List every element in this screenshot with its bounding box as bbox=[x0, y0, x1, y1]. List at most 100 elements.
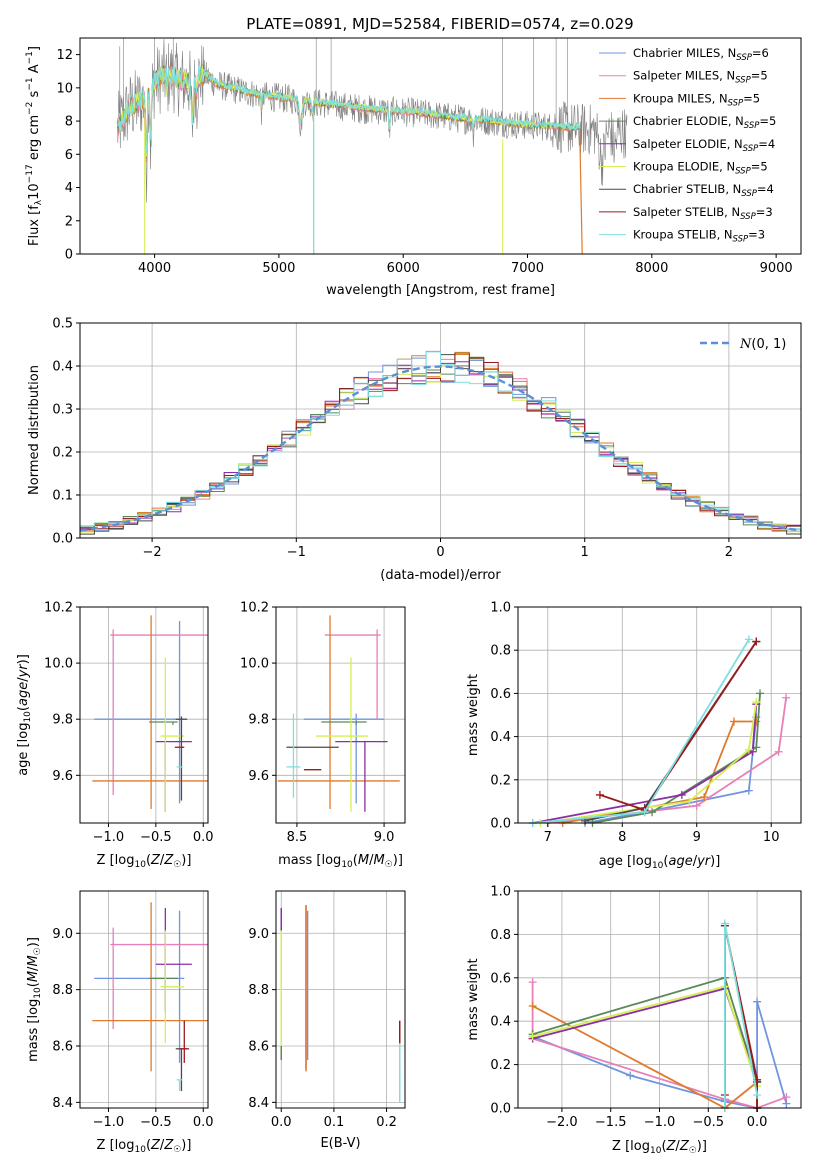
x-axis-label: Z [log10(Z/Z☉)] bbox=[97, 853, 192, 870]
y-tick-label: 1.0 bbox=[490, 885, 511, 900]
y-tick-label: 8.4 bbox=[248, 1096, 269, 1111]
weight-marker bbox=[685, 797, 694, 806]
y-tick-label: 8.8 bbox=[248, 983, 269, 998]
x-axis-label: age [log10(age/yr)] bbox=[599, 854, 721, 871]
x-tick-label: 9 bbox=[693, 830, 701, 845]
weight-line-kroupa-elodie bbox=[540, 701, 758, 824]
axes-frame bbox=[275, 890, 406, 1109]
y-tick-label: 10.2 bbox=[240, 601, 269, 616]
x-tick-label: 1 bbox=[581, 545, 589, 560]
y-tick-label: 9.8 bbox=[248, 713, 269, 728]
x-tick-label: −0.5 bbox=[140, 830, 172, 845]
weight-line-kroupa-elodie bbox=[532, 985, 758, 1108]
model-spectrum-kroupa-elodie bbox=[116, 65, 581, 157]
axes-frame bbox=[79, 890, 209, 1109]
y-tick-label: 8.6 bbox=[52, 1040, 73, 1055]
mass-weight-vs-Z-panel: −2.0 −1.5 −1.0 −0.5 0.0 0.0 0.2 0.4 0.6 0.8 1.0 Z [… bbox=[466, 885, 802, 1156]
legend-entry: Salpeter ELODIE, NSSP=4 bbox=[633, 137, 775, 154]
y-axis-label: mass weight bbox=[466, 958, 481, 1040]
legend-entry: Salpeter MILES, NSSP=5 bbox=[633, 69, 768, 86]
y-tick-label: 10.2 bbox=[44, 601, 73, 616]
x-tick-label: 9.0 bbox=[374, 830, 395, 845]
legend-entry: Chabrier STELIB, NSSP=4 bbox=[633, 182, 774, 199]
y-tick-label: 9.6 bbox=[52, 769, 73, 784]
mass-vs-ebv-panel: 0.0 0.1 0.2 8.4 8.6 8.8 9.0 E(B-V) bbox=[248, 890, 406, 1151]
y-tick-label: 0.2 bbox=[490, 1058, 511, 1073]
legend-entry: Kroupa STELIB, NSSP=3 bbox=[633, 228, 765, 245]
x-tick-label: −1 bbox=[287, 545, 306, 560]
x-tick-label: −1.0 bbox=[93, 830, 125, 845]
x-tick-label: −1.0 bbox=[93, 1115, 125, 1130]
x-tick-label: 6000 bbox=[387, 261, 420, 276]
y-tick-label: 0.2 bbox=[52, 446, 73, 461]
x-axis-label: mass [log10(M/M☉)] bbox=[278, 853, 403, 870]
model-spectrum-kroupa-stelib bbox=[116, 66, 581, 154]
age-vs-mass-panel: 8.5 9.0 9.6 9.8 10.0 10.2 mass [log10(M/M☉)] bbox=[240, 601, 406, 870]
x-tick-label: 0.0 bbox=[193, 1115, 214, 1130]
y-tick-label: 8.6 bbox=[248, 1040, 269, 1055]
y-tick-label: 9.0 bbox=[52, 927, 73, 942]
y-tick-label: 0.6 bbox=[490, 971, 511, 986]
x-tick-label: 2 bbox=[725, 545, 733, 560]
x-tick-label: 7 bbox=[544, 830, 552, 845]
y-tick-label: 8.8 bbox=[52, 983, 73, 998]
legend-entry: Kroupa ELODIE, NSSP=5 bbox=[633, 160, 768, 177]
y-axis-label: mass [log10(M/M☉)] bbox=[26, 937, 43, 1062]
weight-marker bbox=[528, 1002, 537, 1011]
x-tick-label: −0.5 bbox=[140, 1115, 172, 1130]
y-tick-label: 0.8 bbox=[490, 928, 511, 943]
y-tick-label: 9.0 bbox=[248, 927, 269, 942]
y-tick-label: 0.0 bbox=[52, 532, 73, 547]
x-tick-label: 4000 bbox=[138, 261, 171, 276]
y-tick-label: 10 bbox=[56, 81, 73, 96]
weight-marker bbox=[528, 978, 537, 987]
weight-marker bbox=[744, 745, 753, 754]
weight-line-chabrier-elodie bbox=[532, 976, 758, 1108]
y-tick-label: 0 bbox=[65, 248, 73, 263]
legend-entry: Kroupa MILES, NSSP=5 bbox=[633, 91, 760, 108]
x-axis-label: Z [log10(Z/Z☉)] bbox=[612, 1139, 707, 1156]
y-tick-label: 0.3 bbox=[52, 403, 73, 418]
x-tick-label: 8000 bbox=[635, 261, 668, 276]
weight-marker bbox=[756, 689, 765, 698]
weight-marker bbox=[729, 717, 738, 726]
weight-marker bbox=[720, 919, 729, 928]
y-tick-label: 0.6 bbox=[490, 687, 511, 702]
y-tick-label: 6 bbox=[65, 148, 73, 163]
y-axis-label: age [log10(age/yr)] bbox=[16, 654, 33, 776]
legend-entry: Chabrier ELODIE, NSSP=5 bbox=[633, 114, 776, 131]
axes-frame bbox=[79, 606, 209, 824]
y-tick-label: 0.4 bbox=[490, 730, 511, 745]
y-tick-label: 0.2 bbox=[490, 773, 511, 788]
weight-line-kroupa-stelib bbox=[724, 923, 758, 1108]
legend-entry: Salpeter STELIB, NSSP=3 bbox=[633, 205, 773, 222]
weight-marker bbox=[782, 1093, 791, 1102]
x-tick-label: 0 bbox=[436, 545, 444, 560]
y-tick-label: 0.5 bbox=[52, 317, 73, 332]
x-tick-label: −2.0 bbox=[546, 1115, 578, 1130]
x-tick-label: −0.5 bbox=[693, 1115, 725, 1130]
weight-marker bbox=[753, 1090, 762, 1099]
x-axis-label: wavelength [Angstrom, rest frame] bbox=[326, 283, 555, 298]
x-tick-label: 9000 bbox=[760, 261, 793, 276]
figure-title: PLATE=0891, MJD=52584, FIBERID=0574, z=0… bbox=[246, 15, 633, 33]
x-tick-label: −2 bbox=[143, 545, 162, 560]
weight-marker bbox=[744, 635, 753, 644]
age-vs-Z-panel: −1.0 −0.5 0.0 9.6 9.8 10.0 10.2 Z [log10(Z/Z☉)]… bbox=[16, 601, 214, 871]
axes-frame bbox=[517, 606, 802, 824]
axes-frame bbox=[79, 37, 802, 255]
y-tick-label: 9.6 bbox=[248, 769, 269, 784]
x-tick-label: 0.0 bbox=[271, 1115, 292, 1130]
x-axis-label: Z [log10(Z/Z☉)] bbox=[97, 1138, 192, 1155]
legend-entry: N(0, 1) bbox=[739, 337, 786, 352]
y-tick-label: 9.8 bbox=[52, 713, 73, 728]
y-tick-label: 4 bbox=[65, 181, 73, 196]
x-tick-label: 0.0 bbox=[193, 830, 214, 845]
weight-marker bbox=[752, 637, 761, 646]
weight-marker bbox=[595, 790, 604, 799]
axes-frame bbox=[275, 606, 406, 824]
weight-marker bbox=[700, 793, 709, 802]
x-axis-label: E(B-V) bbox=[320, 1136, 360, 1151]
y-tick-label: 8.4 bbox=[52, 1096, 73, 1111]
